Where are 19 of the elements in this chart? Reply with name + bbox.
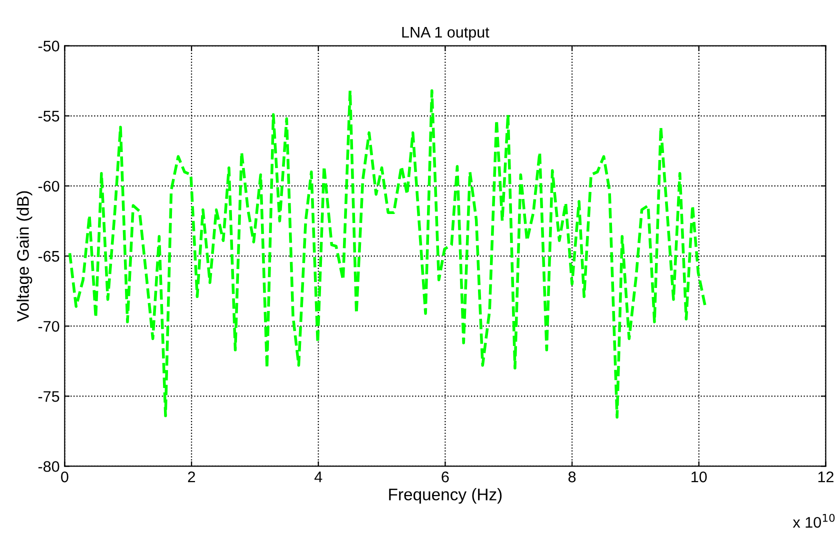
x-tick-label: 6 (442, 472, 449, 482)
line-series (68, 89, 707, 419)
y-tick-label: -70 (38, 320, 60, 332)
x-tick-label: 2 (188, 472, 195, 482)
x-tick-label: 10 (692, 472, 707, 482)
y-tick-label: -80 (38, 461, 60, 472)
y-tick-label: -50 (38, 40, 60, 52)
x-tick-label: 8 (568, 472, 576, 482)
y-tick-label: -65 (38, 250, 60, 262)
y-tick-label: -75 (38, 391, 60, 402)
text: x 10$^{10}$ (792, 514, 835, 528)
y-axis-title: Voltage Gain (dB) (16, 191, 32, 322)
x-tick-label: 4 (314, 472, 322, 482)
y-tick-label: -55 (38, 110, 60, 122)
x-axis-title: Frequency (Hz) (389, 488, 502, 504)
y-tick-label: -60 (38, 180, 60, 192)
x-tick-label: 12 (818, 472, 834, 482)
x-tick-label: 0 (61, 472, 68, 482)
chart-title: LNA 1 output (402, 26, 490, 41)
